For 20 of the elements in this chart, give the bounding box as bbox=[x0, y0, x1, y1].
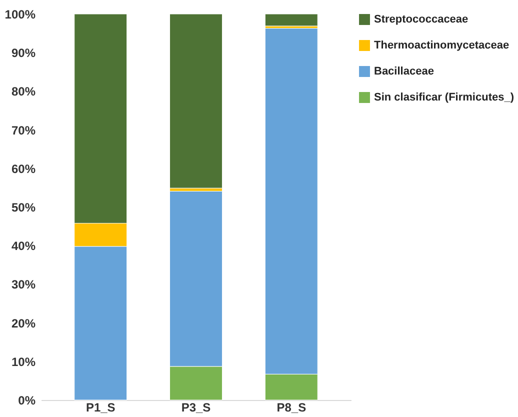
x-tick-label: P3_S bbox=[181, 400, 211, 414]
x-tick-label: P1_S bbox=[86, 400, 116, 414]
legend-label: Bacillaceae bbox=[374, 66, 434, 78]
y-tick-label: 70% bbox=[11, 123, 36, 138]
y-tick-label: 80% bbox=[11, 84, 36, 99]
bar bbox=[264, 14, 318, 26]
y-tick-label: 20% bbox=[11, 316, 36, 330]
legend-label: Thermoactinomycetaceae bbox=[374, 40, 510, 52]
y-tick-label: 60% bbox=[11, 162, 36, 176]
legend-label: Streptococcaceae bbox=[374, 14, 468, 26]
y-tick-label: 40% bbox=[11, 239, 36, 254]
y-tick-label: 30% bbox=[11, 278, 36, 292]
bar bbox=[170, 14, 222, 188]
y-tick-label: 90% bbox=[11, 46, 36, 60]
legend-label: Sin clasificar (Firmicutes_) bbox=[374, 92, 514, 104]
y-tick-label: 0% bbox=[18, 394, 36, 408]
x-tick-label: P8_S bbox=[276, 400, 306, 414]
y-tick-label: 100% bbox=[4, 8, 36, 22]
y-tick-label: 50% bbox=[11, 200, 36, 214]
y-tick-label: 10% bbox=[11, 354, 36, 369]
